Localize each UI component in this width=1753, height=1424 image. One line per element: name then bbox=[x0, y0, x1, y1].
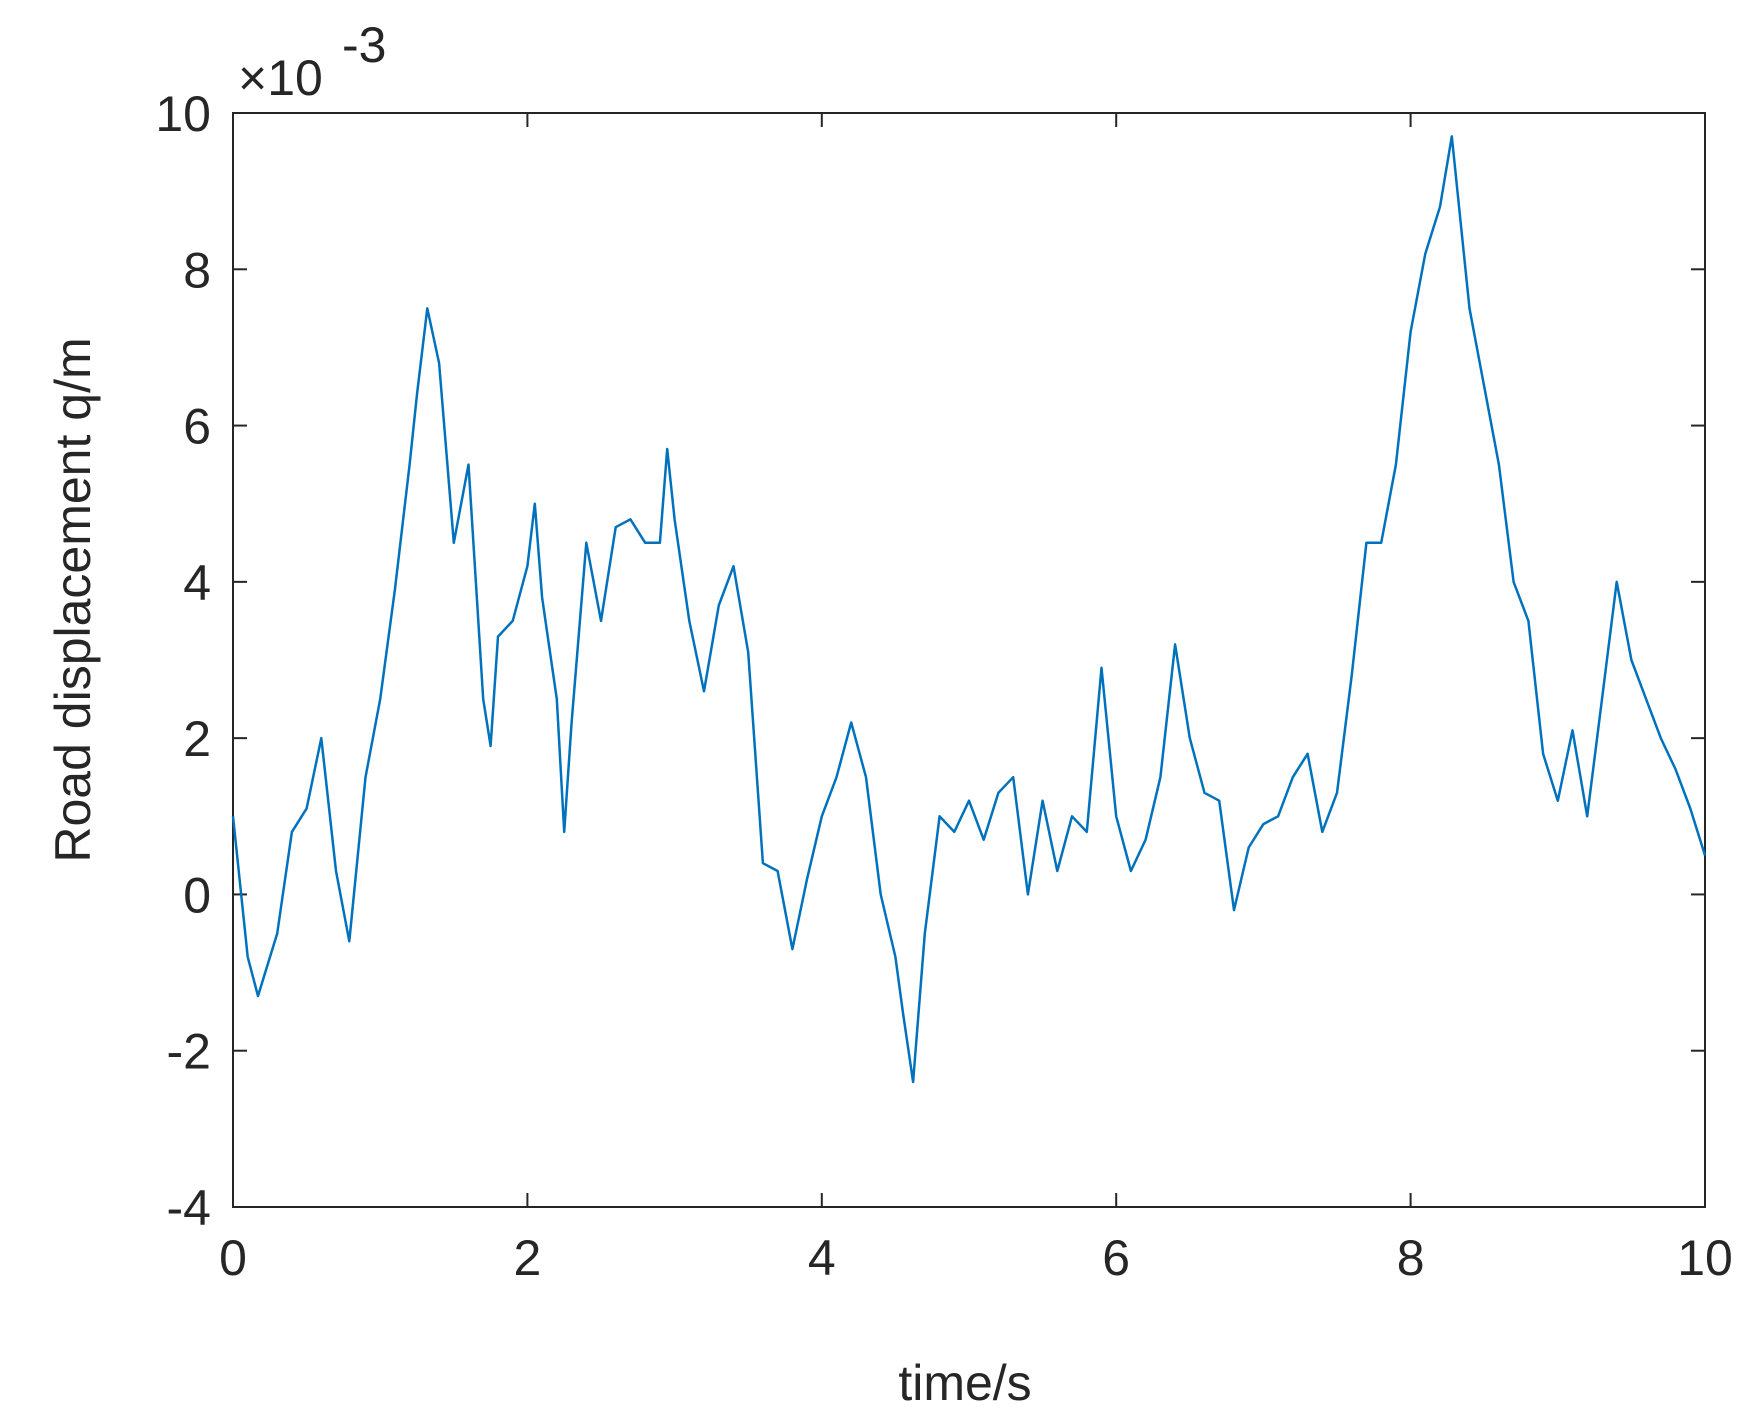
x-tick-label: 2 bbox=[513, 1230, 541, 1286]
y-scale-base: ×10 bbox=[238, 50, 323, 106]
x-tick-label: 0 bbox=[219, 1230, 247, 1286]
y-tick-label: 4 bbox=[183, 555, 211, 611]
y-tick-label: 6 bbox=[183, 399, 211, 455]
y-tick-label: 2 bbox=[183, 711, 211, 767]
x-axis-label: time/s bbox=[898, 1355, 1031, 1411]
plot-frame bbox=[232, 112, 1706, 1208]
y-tick-label: 10 bbox=[155, 86, 211, 142]
y-axis-label: Road displacement q/m bbox=[45, 337, 101, 862]
x-tick-label: 6 bbox=[1102, 1230, 1130, 1286]
x-tick-label: 4 bbox=[808, 1230, 836, 1286]
y-tick-label: -2 bbox=[167, 1024, 211, 1080]
x-tick-label: 10 bbox=[1677, 1230, 1733, 1286]
data-line bbox=[231, 135, 1707, 1084]
x-tick-label: 8 bbox=[1397, 1230, 1425, 1286]
y-tick-label: 0 bbox=[183, 867, 211, 923]
y-scale-exponent: -3 bbox=[342, 17, 386, 73]
y-tick-label: 8 bbox=[183, 242, 211, 298]
y-tick-label: -4 bbox=[167, 1180, 211, 1236]
